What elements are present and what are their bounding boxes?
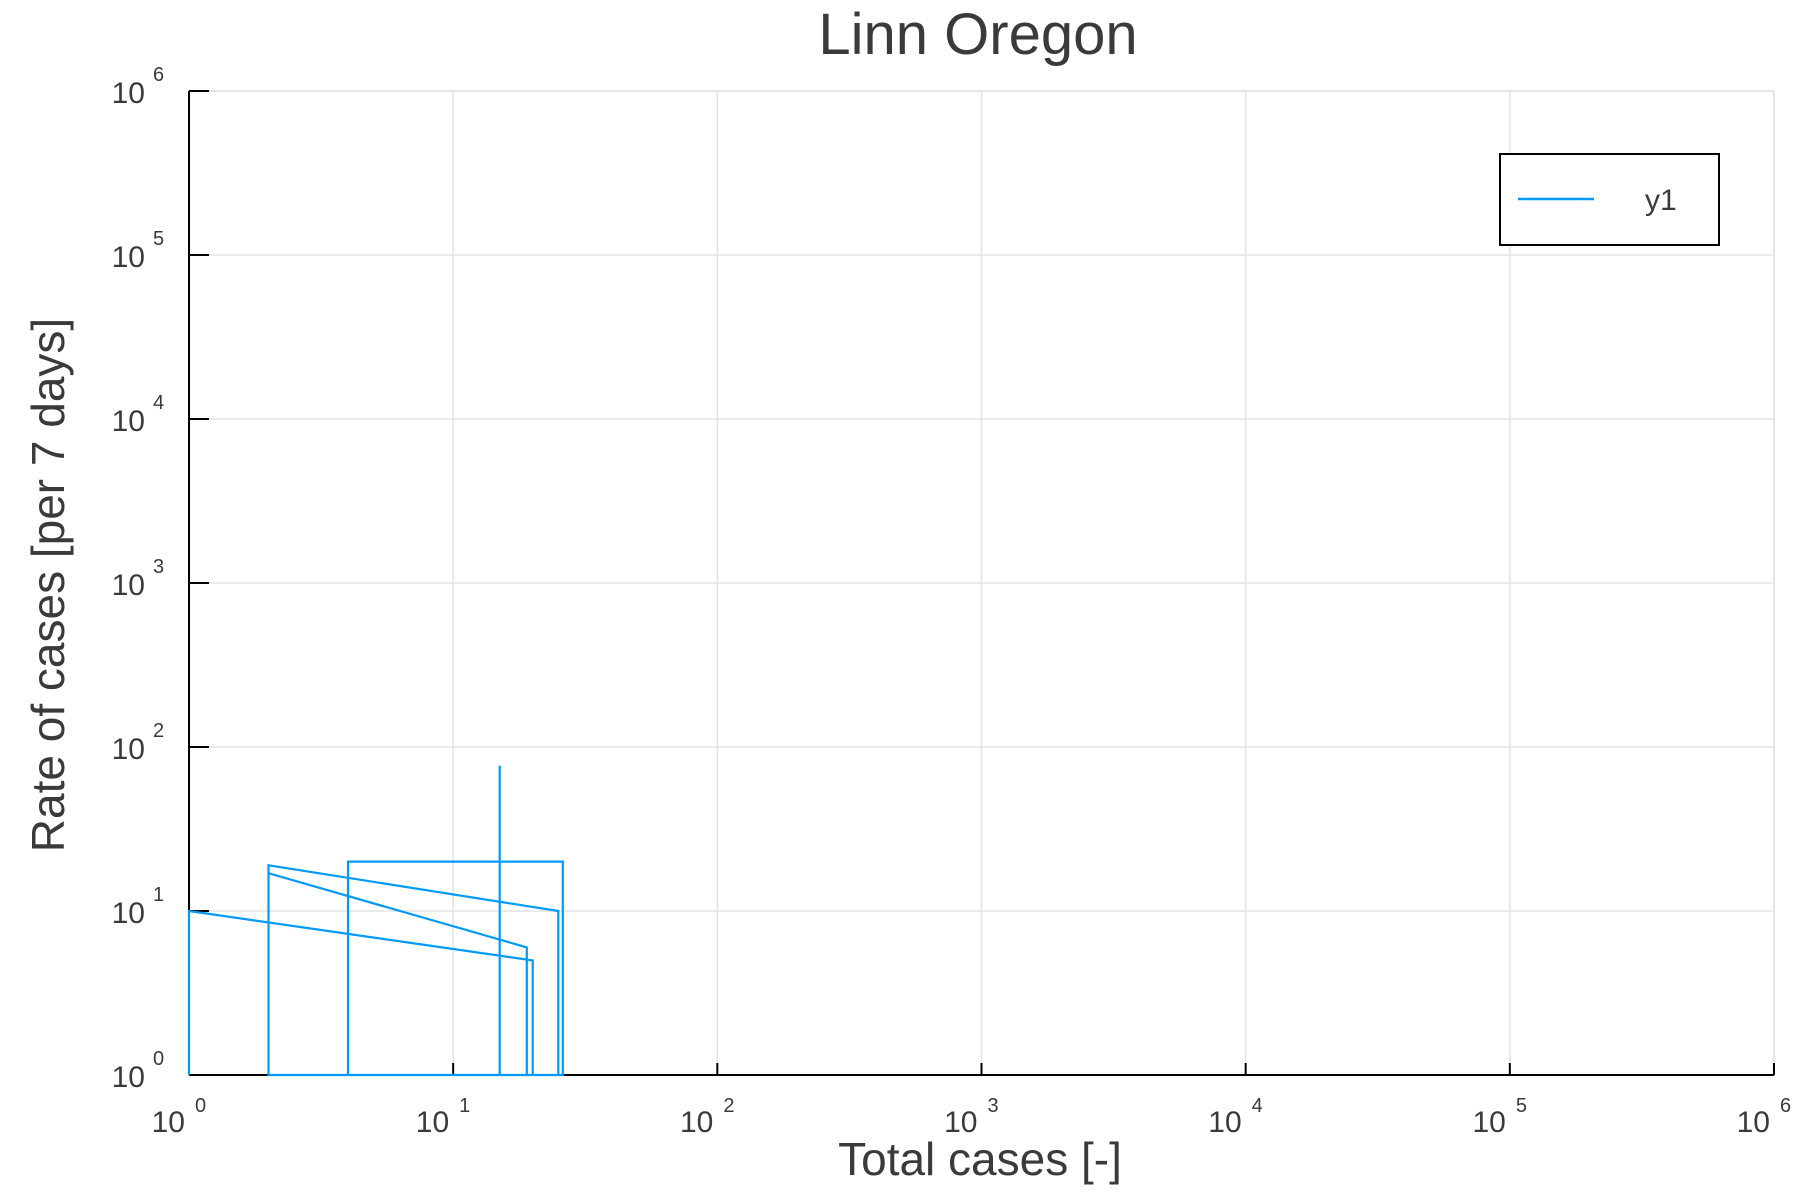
y-tick-exponent: 6 [153, 64, 164, 86]
legend-label: y1 [1645, 184, 1677, 217]
y-tick-label: 10 [112, 405, 145, 438]
y-tick-exponent: 2 [153, 720, 164, 742]
chart-title: Linn Oregon [818, 2, 1137, 67]
y-axis-label: Rate of cases [per 7 days] [22, 318, 74, 852]
legend: y1 [1499, 153, 1720, 246]
series-line [187, 765, 564, 1077]
y-tick-exponent: 5 [153, 228, 164, 250]
y-tick-label: 10 [112, 1061, 145, 1094]
x-tick-label: 10 [416, 1106, 449, 1139]
y-tick-label: 10 [112, 241, 145, 274]
x-tick-exponent: 6 [1780, 1095, 1791, 1117]
y-tick-label: 10 [112, 897, 145, 930]
y-tick-label: 10 [112, 77, 145, 110]
y-tick-exponent: 0 [153, 1048, 164, 1070]
series-group [187, 765, 564, 1077]
x-tick-exponent: 5 [1516, 1095, 1527, 1117]
x-tick-label: 10 [944, 1106, 977, 1139]
x-tick-labels: 10 0 10 1 10 2 10 3 10 4 10 5 10 6 [152, 1095, 1792, 1139]
x-tick-exponent: 0 [195, 1095, 206, 1117]
x-tick-label: 10 [1737, 1106, 1770, 1139]
y-tick-exponent: 4 [153, 392, 164, 414]
x-tick-label: 10 [1472, 1106, 1505, 1139]
x-tick-label: 10 [1208, 1106, 1241, 1139]
x-axis-label: Total cases [-] [838, 1133, 1122, 1185]
x-tick-exponent: 2 [723, 1095, 734, 1117]
y-tick-exponent: 1 [153, 884, 164, 906]
x-tick-exponent: 3 [988, 1095, 999, 1117]
x-tick-exponent: 1 [459, 1095, 470, 1117]
y-tick-label: 10 [112, 569, 145, 602]
y-tick-label: 10 [112, 733, 145, 766]
x-tick-label: 10 [680, 1106, 713, 1139]
y-tick-labels: 10 0 10 1 10 2 10 3 10 4 10 5 10 6 [112, 64, 165, 1094]
x-tick-label: 10 [152, 1106, 185, 1139]
x-tick-exponent: 4 [1252, 1095, 1263, 1117]
y-tick-exponent: 3 [153, 556, 164, 578]
